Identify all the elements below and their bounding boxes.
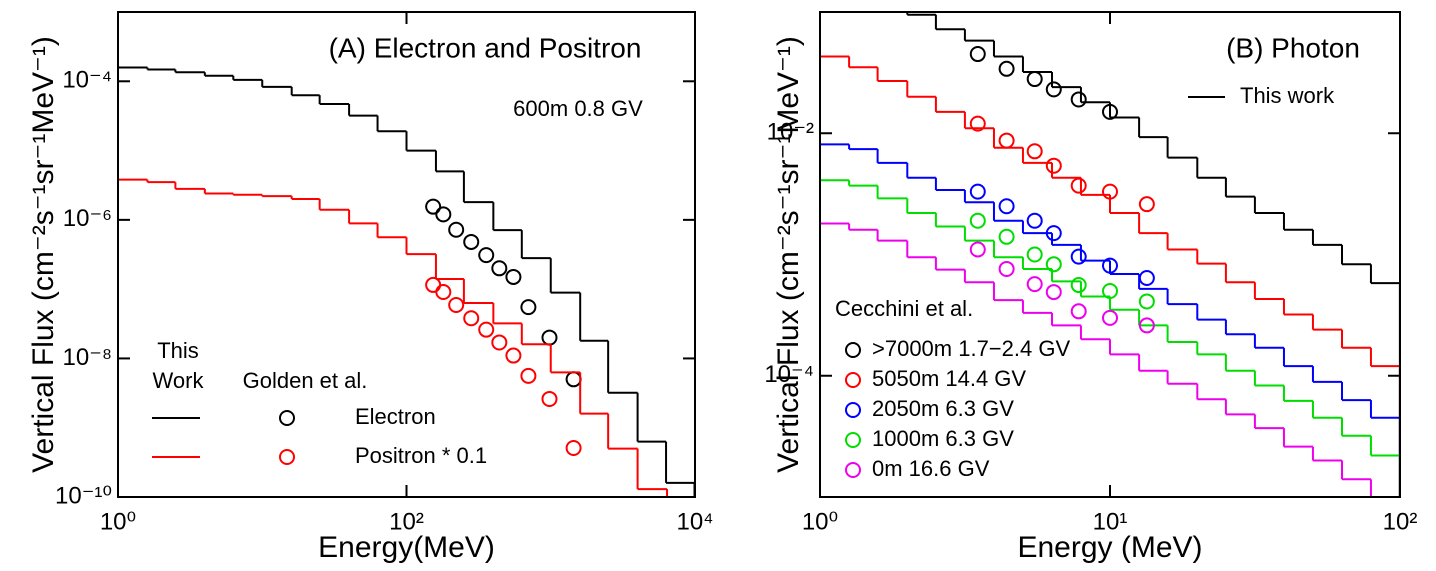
y-tick-label: 10⁻¹⁰: [55, 482, 112, 509]
data-point: [565, 439, 582, 456]
x-tick-label: 10⁴: [676, 508, 713, 535]
data-point: [1102, 257, 1118, 274]
plot-area: [820, 12, 1400, 497]
data-point: [491, 260, 508, 277]
data-point: [505, 347, 522, 364]
x-tick-label: 10⁰: [802, 508, 838, 535]
data-point: [520, 367, 537, 384]
data-point: [1070, 277, 1087, 294]
legend-label: Positron * 0.1: [355, 443, 487, 468]
legend-label: 5050m 14.4 GV: [872, 366, 1026, 391]
data-point: [435, 206, 452, 223]
legend-label: 0m 16.6 GV: [872, 456, 990, 481]
y-tick-label: 10⁻⁸: [63, 344, 113, 371]
panel-title: (B) Photon: [1226, 32, 1360, 63]
legend-marker: [845, 342, 861, 358]
data-point: [969, 46, 986, 63]
x-axis-label: Energy (MeV): [1017, 531, 1202, 564]
data-point: [520, 299, 537, 316]
x-tick-label: 10²: [389, 508, 424, 535]
data-point: [1138, 317, 1155, 334]
data-point: [448, 221, 465, 238]
plot-frame: [819, 11, 1401, 498]
data-point: [448, 297, 465, 314]
data-point: [565, 371, 582, 388]
data-point: [425, 276, 442, 293]
legend-label: Electron: [355, 404, 436, 429]
data-point: [1138, 196, 1155, 213]
legend-marker: [845, 402, 861, 418]
data-point: [969, 183, 986, 200]
data-point: [969, 115, 986, 132]
data-point: [998, 198, 1015, 215]
y-tick-label: 10⁻⁴: [62, 67, 112, 94]
data-point: [1102, 183, 1118, 200]
legend-label: 2050m 6.3 GV: [872, 396, 1014, 421]
y-tick-label: 10⁻²: [767, 119, 814, 146]
legend-label: >7000m 1.7−2.4 GV: [872, 336, 1070, 361]
data-point: [478, 321, 495, 338]
data-point: [1026, 212, 1043, 229]
data-point: [541, 390, 558, 407]
data-point: [478, 247, 495, 264]
data-point: [1026, 71, 1043, 88]
data-point: [1070, 248, 1087, 265]
data-point: [1045, 157, 1062, 174]
data-point: [998, 132, 1015, 149]
data-point: [1045, 81, 1062, 98]
plot-area: [118, 66, 695, 497]
data-point: [505, 268, 522, 285]
data-point: [463, 233, 480, 250]
data-point: [1070, 303, 1087, 320]
x-tick-label: 10¹: [1093, 508, 1128, 535]
data-point: [1138, 293, 1155, 310]
legend-marker: [845, 432, 861, 448]
data-point: [463, 310, 480, 327]
data-point: [1045, 225, 1062, 242]
data-point: [1102, 309, 1118, 326]
legend-header: Golden et al.: [243, 368, 368, 393]
y-tick-label: 10⁻⁴: [764, 361, 814, 388]
data-point: [998, 228, 1015, 245]
legend-header: Work: [153, 368, 205, 393]
data-point: [1026, 246, 1043, 263]
data-point: [998, 260, 1015, 277]
data-point: [1138, 270, 1155, 287]
plot-frame: [117, 11, 696, 498]
data-point: [1070, 91, 1087, 108]
data-point: [491, 334, 508, 351]
legend-marker: [279, 410, 295, 426]
legend-marker: [845, 462, 861, 478]
legend-header: Cecchini et al.: [835, 296, 973, 321]
data-point: [541, 329, 558, 346]
data-point: [998, 60, 1015, 77]
data-point: [1070, 177, 1087, 194]
data-point: [969, 241, 986, 258]
panel-title: (A) Electron and Positron: [329, 32, 642, 63]
data-point: [435, 283, 452, 300]
data-point: [969, 212, 986, 229]
x-axis-label: Energy(MeV): [318, 531, 495, 564]
data-point: [1045, 284, 1062, 301]
y-tick-label: 10⁻⁶: [63, 205, 112, 232]
y-axis-label: Vertical Flux (cm⁻²s⁻¹sr⁻¹MeV⁻¹): [27, 36, 60, 473]
legend-label: This work: [1240, 83, 1335, 108]
x-tick-label: 10⁰: [100, 508, 136, 535]
data-point: [1102, 103, 1118, 120]
legend-label: 1000m 6.3 GV: [872, 426, 1014, 451]
y-axis-label: Vertical Flux (cm⁻²s⁻¹sr⁻¹MeV⁻¹): [772, 36, 805, 473]
legend-header: This: [157, 338, 199, 363]
legend-marker: [279, 449, 295, 465]
data-point: [1045, 256, 1062, 273]
data-point: [425, 198, 442, 215]
x-tick-label: 10²: [1383, 508, 1418, 535]
data-point: [1026, 143, 1043, 160]
legend-marker: [845, 372, 861, 388]
data-point: [1026, 276, 1043, 293]
data-point: [1102, 282, 1118, 299]
annotation: 600m 0.8 GV: [513, 96, 643, 121]
